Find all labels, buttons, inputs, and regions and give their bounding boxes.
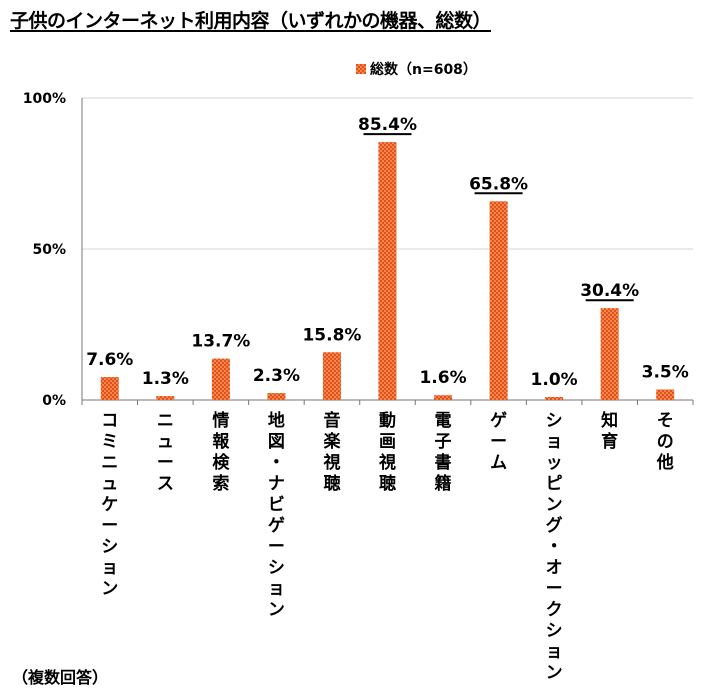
legend-label: 総数（n=608） [370,61,477,78]
category-label: コミニュケーション [101,411,118,599]
category-label: 音楽視聴 [322,410,341,494]
bar-4 [322,352,341,400]
multiple-answer-note: （複数回答） [12,668,109,687]
category-label: ゲーム [490,410,507,473]
bar-7 [489,201,508,400]
category-label: 知育 [600,410,618,452]
data-label: 3.5% [642,362,689,382]
data-label: 13.7% [191,332,250,352]
bar-6 [434,395,453,400]
data-label: 1.3% [142,369,189,389]
data-label: 85.4% [358,115,417,135]
category-label: 動画視聴 [378,410,396,494]
data-label: 1.6% [419,368,466,388]
bar-2 [211,358,230,400]
category-label: 情報検索 [212,410,230,494]
bar-9 [600,308,619,400]
data-label: 7.6% [86,350,133,370]
category-label: 地図・ナビゲーション [268,410,285,620]
legend-swatch [356,64,366,74]
bar-3 [267,393,286,400]
bar-1 [156,396,175,400]
data-label: 65.8% [469,174,528,194]
chart-title: 子供のインターネット利用内容（いずれかの機器、総数） [10,10,492,32]
y-tick-label: 0% [42,393,66,409]
category-label: その他 [656,411,674,473]
legend: 総数（n=608） [356,61,477,78]
y-tick-label: 50% [32,242,66,258]
bar-8 [545,396,564,400]
category-label: 電子書籍 [435,411,452,494]
data-label: 15.8% [302,325,361,345]
category-label: ショッピング・オークション [546,411,563,683]
bar-5 [378,142,397,401]
data-label: 1.0% [531,370,578,390]
data-label: 2.3% [253,366,300,386]
y-tick-label: 100% [23,91,66,107]
data-label: 30.4% [580,281,639,301]
category-label: ニュース [157,411,174,494]
bar-10 [656,389,675,400]
bar-0 [100,377,119,400]
